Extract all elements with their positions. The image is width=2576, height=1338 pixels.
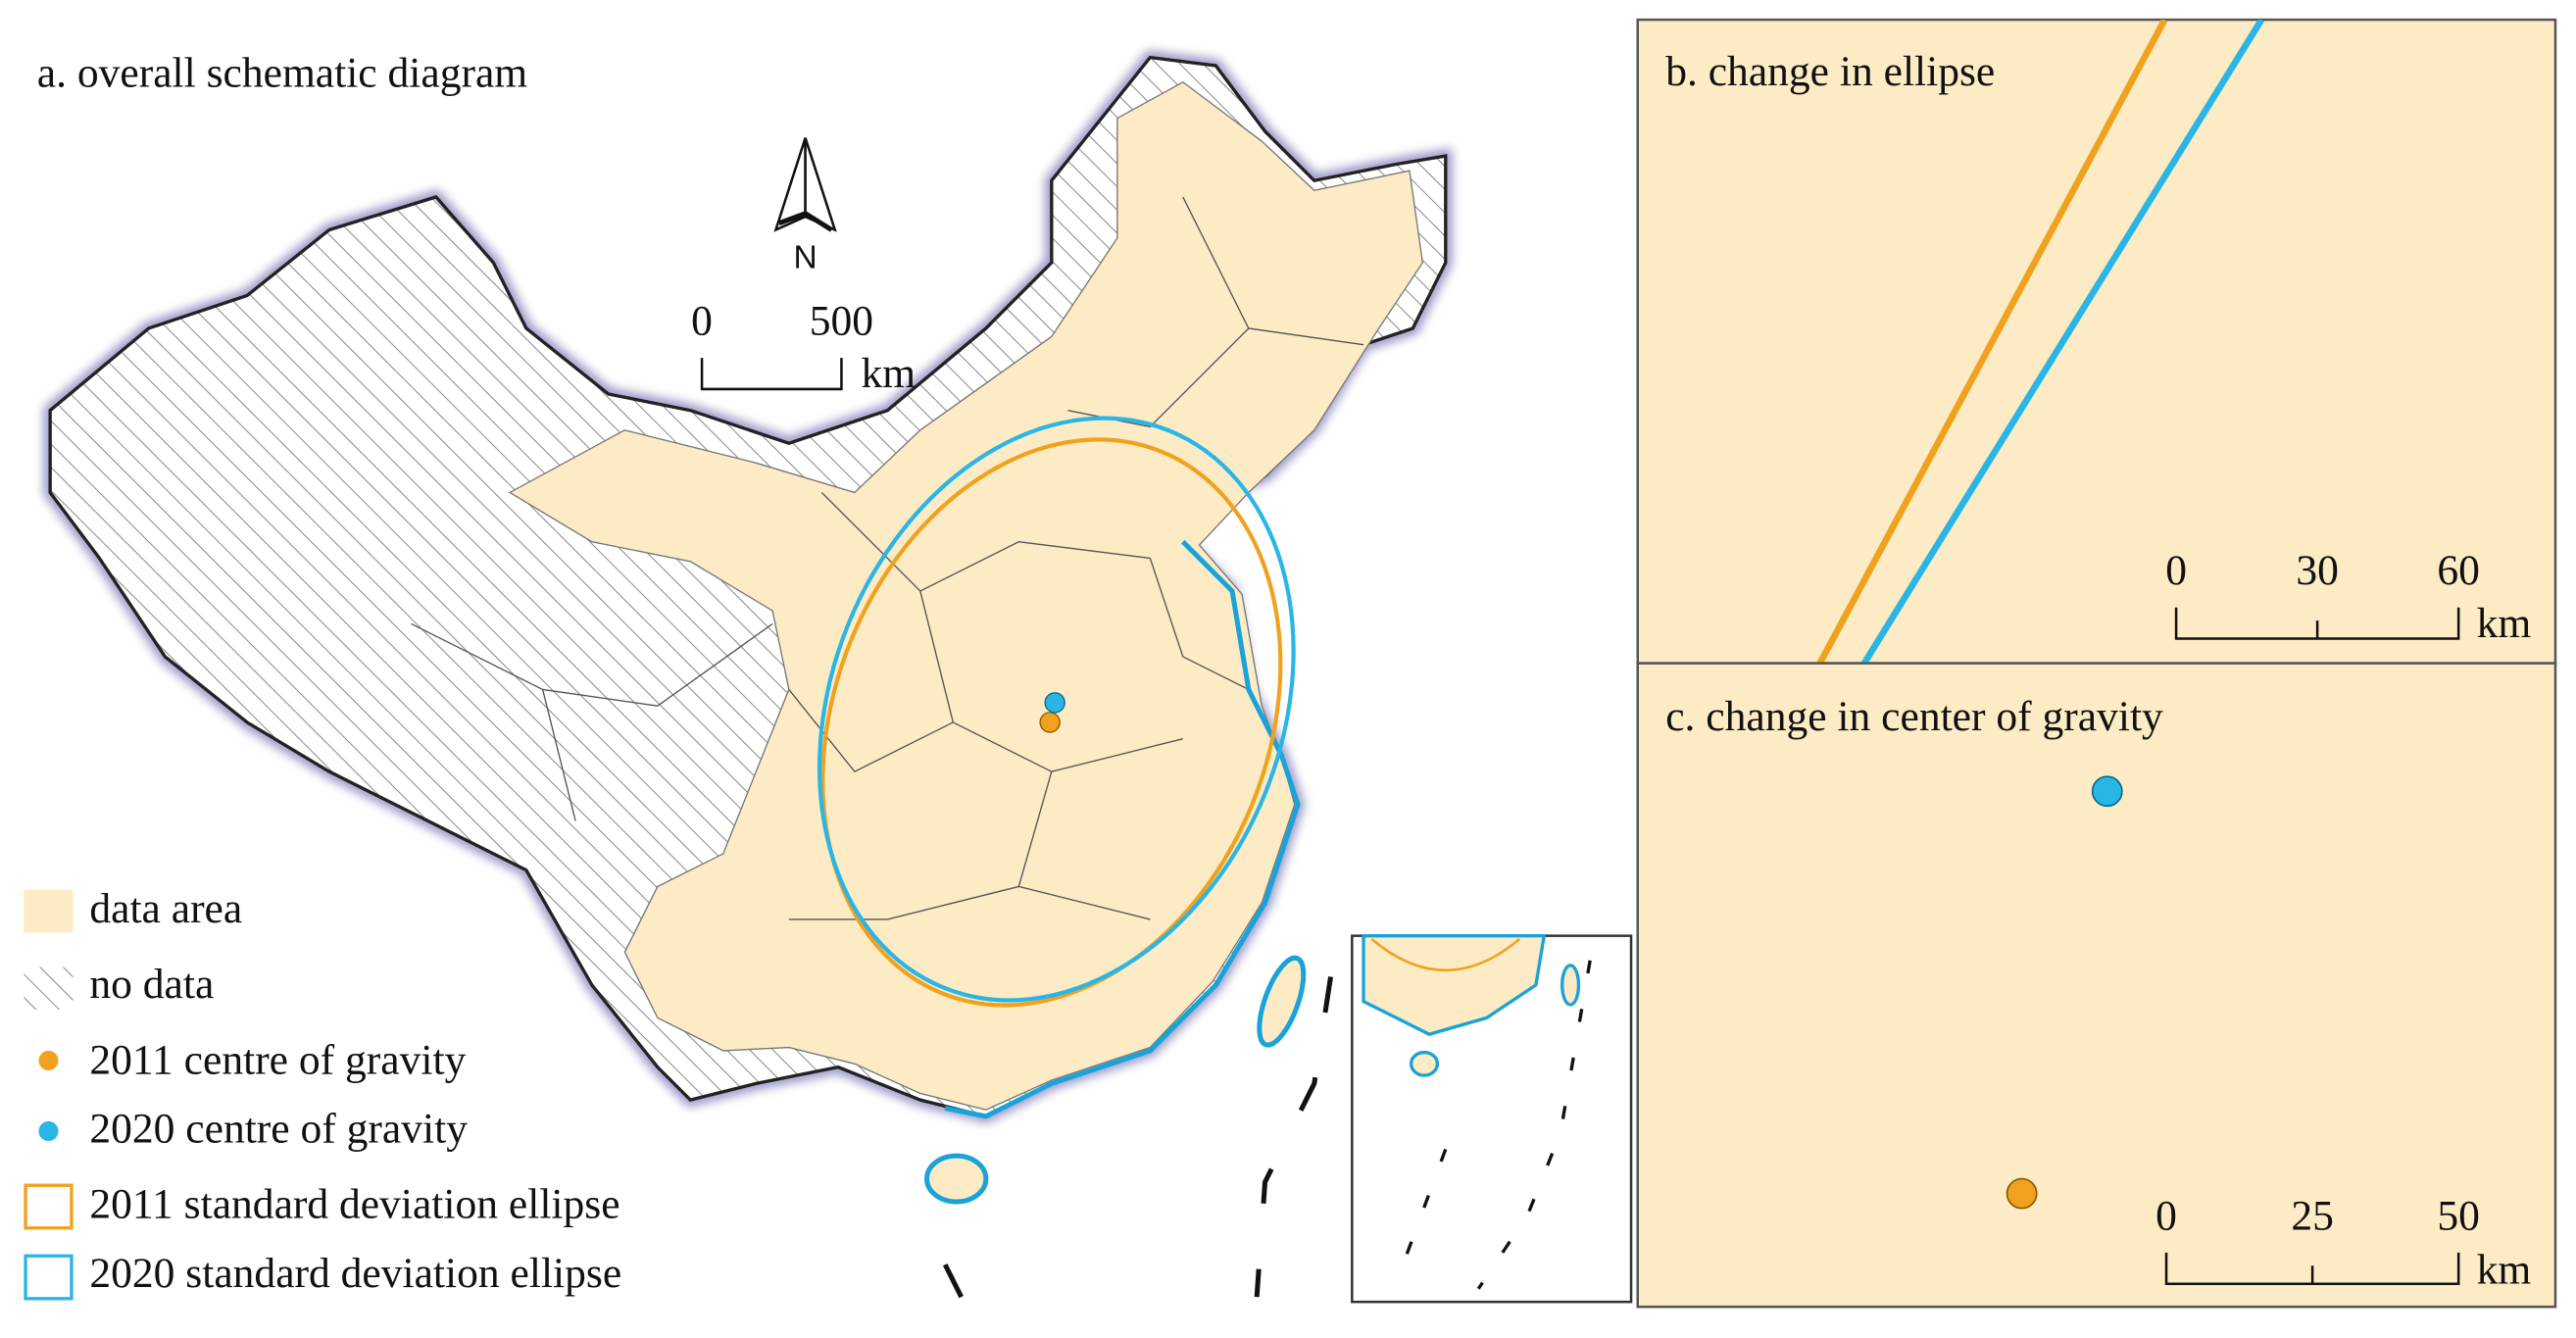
gravity-change-panel: c. change in center of gravity 0 25 50 k…	[1636, 662, 2557, 1309]
legend: data area no data 2011 centre of gravity…	[24, 885, 621, 1301]
scale-label: 50	[2437, 1192, 2480, 1239]
scale-label: 60	[2437, 547, 2480, 594]
gravity-2011	[2006, 1177, 2038, 1210]
north-arrow: N	[773, 137, 837, 275]
ellipse-2020-edge	[1861, 20, 2265, 664]
gravity-2020	[1044, 692, 1065, 714]
scale-unit: km	[2477, 600, 2532, 647]
scale-unit: km	[862, 350, 916, 397]
ellipse-2011-edge	[1816, 20, 2168, 664]
map-panel: a. overall schematic diagram N 0 500 km …	[24, 50, 1633, 1304]
ellipse-2020	[817, 416, 1296, 1003]
legend-label: 2011 centre of gravity	[89, 1036, 466, 1083]
inset-map	[1351, 933, 1633, 1304]
ellipse-change-panel: b. change in ellipse 0 30 60 km	[1636, 18, 2557, 665]
scale-label: 0	[2155, 1192, 2177, 1239]
province-lines	[411, 196, 1364, 920]
scale-label: 30	[2296, 547, 2339, 594]
sea-boundary	[942, 976, 1334, 1299]
panel-title: c. change in center of gravity	[1665, 693, 2163, 740]
coastline	[944, 539, 1301, 1119]
scale-label: 0	[2165, 547, 2187, 594]
panel-title: b. change in ellipse	[1665, 48, 1995, 95]
scale-unit: km	[2477, 1247, 2532, 1294]
panel-title: a. overall schematic diagram	[37, 50, 528, 97]
scale-label: 0	[691, 298, 713, 345]
taiwan	[1257, 955, 1307, 1048]
legend-label: data area	[89, 885, 242, 932]
legend-label: 2020 standard deviation ellipse	[89, 1250, 621, 1297]
ellipse-2011	[820, 437, 1283, 1008]
scale-label: 500	[810, 298, 873, 345]
hainan	[924, 1153, 989, 1205]
north-label: N	[794, 239, 817, 275]
scale-label: 25	[2291, 1192, 2334, 1239]
legend-label: no data	[89, 961, 214, 1008]
gravity-2011	[1039, 712, 1061, 733]
scale-bar: 0 500 km	[691, 298, 916, 398]
legend-label: 2011 standard deviation ellipse	[89, 1181, 619, 1228]
legend-label: 2020 centre of gravity	[89, 1106, 468, 1153]
gravity-2020	[2091, 775, 2123, 808]
